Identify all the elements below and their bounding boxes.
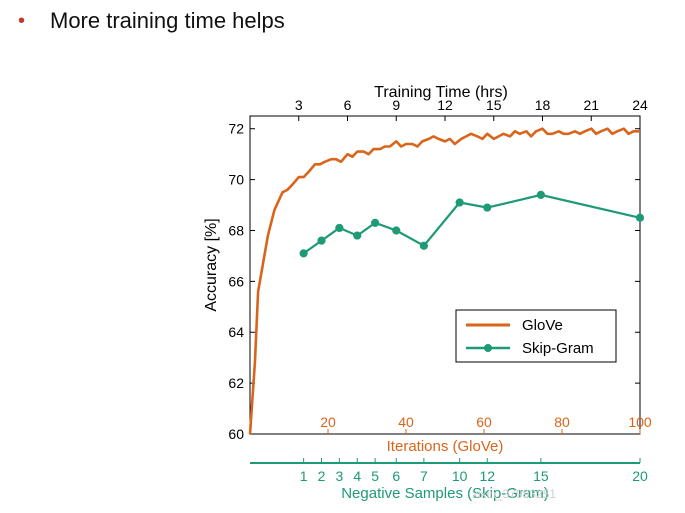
top-tick-label: 18 [535, 97, 551, 113]
iterations-tick-label: 40 [398, 414, 414, 430]
iterations-tick-label: 100 [628, 414, 652, 430]
y-tick-label: 68 [228, 222, 244, 238]
y-tick-label: 72 [228, 121, 244, 137]
negative-samples-tick-label: 7 [420, 468, 428, 484]
bullet-icon: • [18, 9, 26, 32]
legend-skipgram-label: Skip-Gram [522, 340, 594, 357]
top-tick-label: 24 [632, 97, 648, 113]
negative-samples-tick-label: 1 [300, 468, 308, 484]
iterations-tick-label: 80 [554, 414, 570, 430]
watermark: xixin_37993251 [472, 487, 557, 501]
skipgram-point [419, 241, 428, 250]
negative-samples-tick-label: 15 [533, 468, 549, 484]
negative-samples-tick-label: 3 [335, 468, 343, 484]
skipgram-point [335, 223, 344, 233]
bullet-row: • More training time helps [18, 8, 285, 34]
skipgram-point [317, 236, 326, 245]
iterations-tick-label: 60 [476, 414, 492, 430]
skipgram-point [455, 198, 464, 207]
skipgram-series-line [302, 193, 641, 255]
negative-samples-tick-label: 2 [318, 468, 326, 484]
skipgram-point [483, 203, 492, 212]
top-tick-label: 15 [486, 97, 502, 113]
legend-box [455, 309, 617, 363]
negative-samples-tick-label: 12 [479, 468, 495, 484]
iterations-axis-label: Iterations (GloVe) [387, 438, 504, 455]
skipgram-point [353, 231, 362, 240]
negative-samples-axis-label: Negative Samples (Skip-Gram) [341, 485, 549, 502]
y-tick-label: 62 [228, 375, 244, 391]
negative-samples-tick-label: 10 [452, 468, 468, 484]
top-axis-label: Training Time (hrs) [374, 84, 508, 101]
y-tick-label: 64 [228, 324, 244, 340]
skipgram-point [635, 213, 645, 222]
y-axis-label: Accuracy [%] [203, 218, 220, 311]
y-tick-label: 70 [228, 172, 244, 188]
plot-frame [249, 115, 641, 435]
y-tick-label: 60 [228, 426, 244, 442]
negative-samples-tick-label: 6 [392, 468, 400, 484]
top-tick-label: 9 [392, 97, 400, 113]
negative-samples-tick-label: 20 [632, 468, 648, 484]
top-tick-label: 3 [295, 97, 303, 113]
negative-samples-tick-label: 4 [353, 468, 361, 484]
top-tick-label: 21 [583, 97, 599, 113]
y-tick-label: 66 [228, 273, 244, 289]
bullet-text: More training time helps [50, 8, 285, 33]
glove-series-line [248, 127, 640, 435]
skipgram-point [392, 226, 401, 235]
legend-skipgram-marker [484, 344, 492, 352]
negative-samples-tick-label: 5 [371, 468, 379, 484]
legend-glove-label: GloVe [522, 317, 563, 334]
top-tick-label: 12 [437, 97, 453, 113]
skipgram-point [371, 218, 380, 227]
skipgram-point [299, 249, 308, 258]
skipgram-point [536, 190, 545, 199]
iterations-tick-label: 20 [320, 414, 336, 430]
top-tick-label: 6 [344, 97, 352, 113]
